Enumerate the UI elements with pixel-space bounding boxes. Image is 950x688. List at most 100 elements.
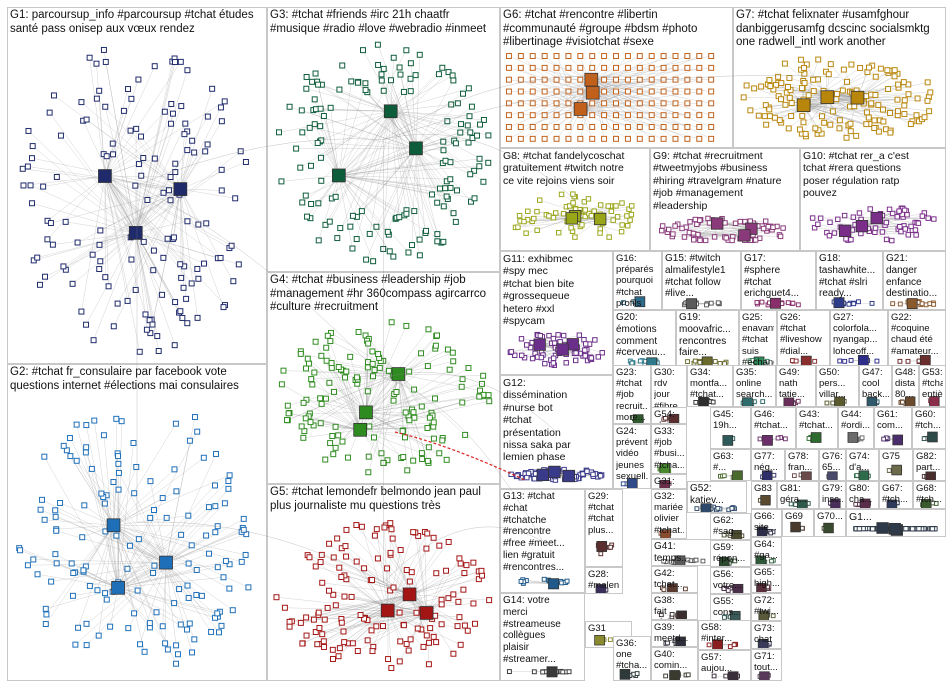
group-g8-panel[interactable]: G8: #tchat fandelycoschat gratuitement #… (500, 148, 650, 251)
group-g9-panel[interactable]: G9: #tchat #recruitment #tweetmyjobs #bu… (650, 148, 800, 251)
group-g52-panel[interactable]: G52: katiev... (687, 481, 747, 513)
group-g49-panel[interactable]: G49: nath tatie... (776, 365, 816, 407)
group-g76-label: G76: 65... (822, 451, 843, 474)
group-g69-panel[interactable]: G69 (782, 509, 814, 537)
group-g5-panel[interactable]: G5: #tchat lemondefr belmondo jean paul … (267, 484, 500, 681)
group-g17-panel[interactable]: G17: #sphere #tchat erichguet4... (741, 251, 816, 310)
group-g50-panel[interactable]: G50: pers... villar... (816, 365, 859, 407)
group-g11-label: G11: exhibmec #spy mec #tchat bien bite … (503, 253, 575, 327)
group-g6-panel[interactable]: G6: #tchat #rencontre #libertin #communa… (500, 7, 733, 148)
group-g55-panel[interactable]: G55: cons... (710, 594, 751, 621)
group-g83-panel[interactable]: G83 (751, 481, 777, 509)
group-g53-panel[interactable]: G53: #tchat entiè... (919, 365, 946, 407)
group-g1-panel[interactable]: G1: parcoursup_info #parcoursup #tchat é… (7, 7, 267, 364)
group-g14-panel[interactable]: G14: votre merci #streameuse collègues p… (500, 593, 585, 681)
group-g33-label: G33: #job #busi... #tcha... (654, 426, 684, 471)
group-g64-panel[interactable]: G64: #ga... (751, 537, 782, 565)
group-g28-panel[interactable]: G28: #malen... services #sourd... (585, 567, 623, 594)
group-g80-panel[interactable]: G80: cha... (846, 481, 879, 509)
group-g1x-panel[interactable]: G1... (846, 509, 946, 537)
group-g64-label: G64: #ga... (754, 539, 778, 562)
group-g27-panel[interactable]: G27: colorfola... nyangap... lohceoff... (830, 310, 888, 369)
group-g47-panel[interactable]: G47: cool back... (859, 365, 892, 407)
group-g4-label: G4: #tchat #business #leadership #job #m… (270, 274, 487, 314)
group-g18-panel[interactable]: G18: tashawhite... #tchat #slri ready... (816, 251, 883, 310)
group-g19-panel[interactable]: G19: moovafric... rencontres faire... (676, 310, 739, 369)
group-g63-panel[interactable]: G63: #... (710, 449, 751, 481)
group-g26-panel[interactable]: G26: #tchat #liveshow #dial... (777, 310, 830, 369)
group-g54-label: G54: n'ai... (654, 409, 676, 423)
group-g58-label: G58: #inter... (701, 622, 733, 645)
group-g21-graph (890, 298, 937, 309)
group-g61-panel[interactable]: G61: com... (874, 407, 912, 449)
group-g82-panel[interactable]: G82: part... (913, 449, 946, 481)
group-g34-label: G34: montfa... #tchat... (690, 367, 727, 401)
group-g6-label: G6: #tchat #rencontre #libertin #communa… (503, 9, 698, 49)
group-g46-panel[interactable]: G46: #tchat... (751, 407, 796, 449)
group-g45-panel[interactable]: G45: 19h... (710, 407, 751, 449)
group-g73-panel[interactable]: G73: chat (751, 621, 782, 649)
group-g54-panel[interactable]: G54: n'ai... (651, 407, 687, 424)
group-g12-panel[interactable]: G12: dissémination #nurse bot #tchat pré… (500, 375, 613, 489)
group-g35-panel[interactable]: G35: online search... (733, 365, 776, 407)
group-g57-panel[interactable]: G57: aujou... (698, 650, 751, 681)
group-g31a-panel[interactable]: G31: #bina... (651, 474, 687, 489)
group-g78-panel[interactable]: G78: fran... (785, 449, 819, 481)
group-g67-panel[interactable]: G67: #tch... (879, 481, 913, 509)
group-g56-panel[interactable]: G56: votre... (710, 567, 751, 594)
group-g43-panel[interactable]: G43: #tchat... (796, 407, 838, 449)
group-g13-panel[interactable]: G13: #tchat #chat #tchatche #rencontre #… (500, 489, 585, 593)
group-g2-panel[interactable]: G2: #tchat fr_consulaire par facebook vo… (7, 364, 267, 681)
group-g39-panel[interactable]: G39: meetd... (651, 620, 698, 647)
group-g41-panel[interactable]: G41: temps... (651, 539, 712, 566)
group-g21-panel[interactable]: G21: danger enfance destinatio... (883, 251, 946, 310)
group-g68-panel[interactable]: G68: #tch... (913, 481, 946, 509)
group-g71-panel[interactable]: G71: tout... (751, 649, 782, 681)
group-g20-panel[interactable]: G20: émotions comment #cerveau... (613, 310, 676, 369)
group-g60-panel[interactable]: G60: #tch... (912, 407, 946, 449)
group-g10-panel[interactable]: G10: #tchat rer_a c'est tchat #rera ques… (800, 148, 946, 251)
group-g48-panel[interactable]: G48: dista... 80... (892, 365, 919, 407)
group-g74-panel[interactable]: G74: d'a... (846, 449, 879, 481)
group-g66-panel[interactable]: G66: site... (751, 509, 782, 537)
group-g29-panel[interactable]: G29: #tchat #tchat plus... (585, 489, 623, 567)
group-g59-panel[interactable]: G59: répon... (710, 540, 751, 567)
group-g72-panel[interactable]: G72: #twi... (751, 593, 782, 621)
group-g76-panel[interactable]: G76: 65... (819, 449, 846, 481)
group-g7-panel[interactable]: G7: #tchat felixnater #usamfghour danbig… (733, 7, 946, 148)
group-g32-panel[interactable]: G32: mariée olivier #tchat... (651, 489, 687, 539)
group-g24-panel[interactable]: G24: prévent... vidéo jeunes sexuell... (613, 424, 651, 489)
group-g77-panel[interactable]: G77: nég... (751, 449, 785, 481)
group-g3-panel[interactable]: G3: #tchat #friends #irc 21h chaatfr #mu… (267, 7, 500, 272)
group-g81-panel[interactable]: G81: géra... (777, 481, 819, 509)
group-g23-panel[interactable]: G23: #tchat #job recruit... more... (613, 365, 651, 424)
group-g58-panel[interactable]: G58: #inter... (698, 620, 751, 650)
group-g13-label: G13: #tchat #chat #tchatche #rencontre #… (503, 491, 565, 573)
group-g79-panel[interactable]: G79: insc... (819, 481, 846, 509)
group-g46-label: G46: #tchat... (754, 409, 788, 432)
group-g36-label: G36: one #tcha... (616, 638, 648, 672)
group-g74-graph (854, 470, 871, 480)
group-g54-graph (661, 413, 680, 423)
group-g11-panel[interactable]: G11: exhibmec #spy mec #tchat bien bite … (500, 251, 613, 375)
group-g42-panel[interactable]: G42: tchat... (651, 566, 698, 593)
group-g38-panel[interactable]: G38: fait ufab4... (651, 593, 698, 620)
group-g34-graph (693, 396, 716, 406)
group-g44-panel[interactable]: G44: #ordi... (838, 407, 874, 449)
group-g82-label: G82: part... (916, 451, 941, 474)
group-g55-graph (721, 610, 741, 620)
group-g70-panel[interactable]: G70... (814, 509, 846, 537)
group-g16-panel[interactable]: G16: préparés pourquoi #tchat profils le… (613, 251, 662, 310)
group-g15-panel[interactable]: G15: #twitch almalifestyle1 #tchat follo… (662, 251, 741, 310)
group-g65-panel[interactable]: G65: high... (751, 565, 782, 593)
group-g36-panel[interactable]: G36: one #tcha... (613, 636, 651, 681)
group-g62-panel[interactable]: G62: #sag... (710, 513, 751, 540)
group-g33-panel[interactable]: G33: #job #busi... #tcha... (651, 424, 687, 474)
group-g75-panel[interactable]: G75 (879, 449, 913, 481)
group-g34-panel[interactable]: G34: montfa... #tchat... (687, 365, 733, 407)
group-g40-panel[interactable]: G40: comin... (651, 647, 698, 681)
group-g70-label: G70... (817, 511, 843, 522)
group-g25-panel[interactable]: G25: enavantt... #tchat suis #échange... (739, 310, 777, 369)
group-g22-panel[interactable]: G22: #coquine chaud été #amateur... (888, 310, 946, 369)
group-g4-panel[interactable]: G4: #tchat #business #leadership #job #m… (267, 272, 500, 484)
